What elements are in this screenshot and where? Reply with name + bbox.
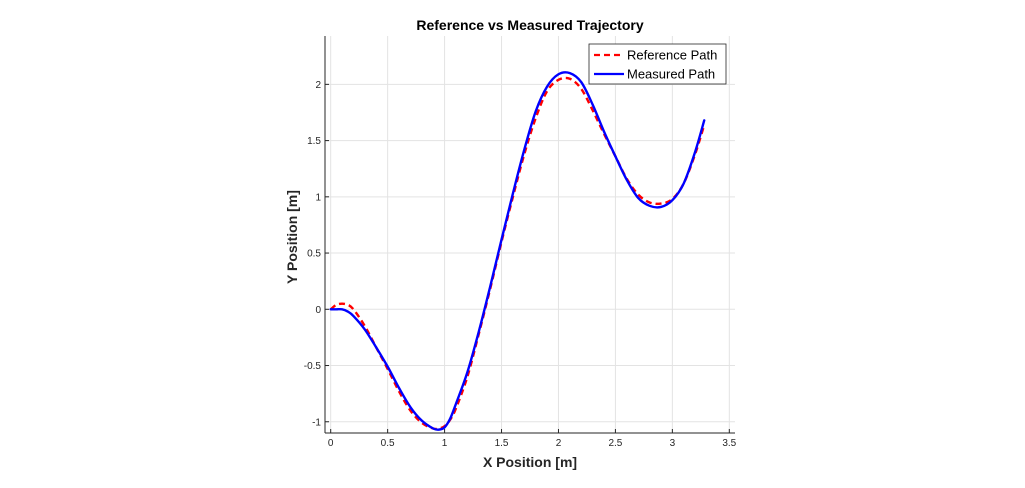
grid-lines xyxy=(325,36,735,433)
y-axis-title: Y Position [m] xyxy=(284,190,300,284)
y-tick-label-6: 2 xyxy=(315,80,321,91)
chart-title: Reference vs Measured Trajectory xyxy=(416,17,643,33)
x-axis-title: X Position [m] xyxy=(483,454,577,470)
axes xyxy=(324,36,735,434)
legend-label-measured-path: Measured Path xyxy=(627,67,715,82)
x-ticks: 0 0.5 1 1.5 2 2.5 3 3.5 xyxy=(328,429,737,449)
x-tick-label-3: 1.5 xyxy=(495,438,509,449)
y-tick-label-5: 1.5 xyxy=(307,136,321,147)
x-tick-label-6: 3 xyxy=(670,438,676,449)
x-tick-label-7: 3.5 xyxy=(722,438,736,449)
y-tick-label-1: -0.5 xyxy=(304,361,322,372)
y-ticks: -1 -0.5 0 0.5 1 1.5 2 xyxy=(304,80,329,428)
x-tick-label-5: 2.5 xyxy=(608,438,622,449)
x-tick-label-2: 1 xyxy=(442,438,448,449)
plot-area xyxy=(325,36,735,433)
y-tick-label-3: 0.5 xyxy=(307,249,321,260)
x-tick-label-1: 0.5 xyxy=(381,438,395,449)
x-tick-label-0: 0 xyxy=(328,438,334,449)
series-lines xyxy=(329,71,706,431)
y-tick-label-0: -1 xyxy=(312,417,321,428)
legend-label-reference-path: Reference Path xyxy=(627,48,717,63)
legend: Reference Path Measured Path xyxy=(588,43,727,85)
y-tick-label-2: 0 xyxy=(315,305,321,316)
legend-box xyxy=(588,43,727,85)
series-line-measured-path xyxy=(329,71,706,431)
y-tick-label-4: 1 xyxy=(315,192,321,203)
x-tick-label-4: 2 xyxy=(556,438,562,449)
